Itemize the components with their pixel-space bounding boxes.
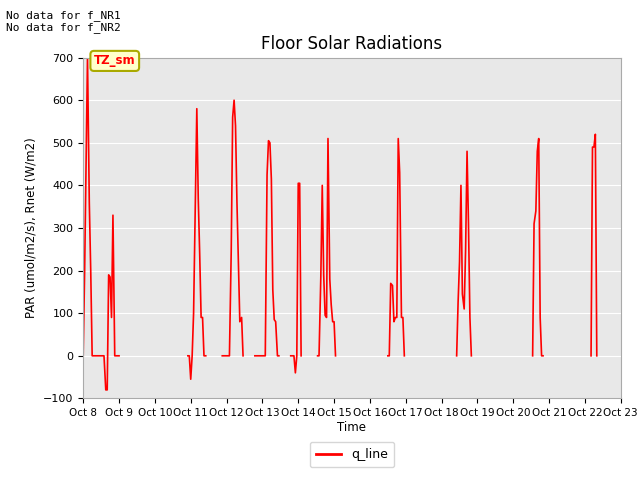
Legend: q_line: q_line: [310, 442, 394, 467]
Text: No data for f_NR1
No data for f_NR2: No data for f_NR1 No data for f_NR2: [6, 10, 121, 33]
Y-axis label: PAR (umol/m2/s), Rnet (W/m2): PAR (umol/m2/s), Rnet (W/m2): [24, 138, 38, 318]
Title: Floor Solar Radiations: Floor Solar Radiations: [261, 35, 443, 53]
X-axis label: Time: Time: [337, 421, 367, 434]
Text: TZ_sm: TZ_sm: [94, 54, 136, 67]
